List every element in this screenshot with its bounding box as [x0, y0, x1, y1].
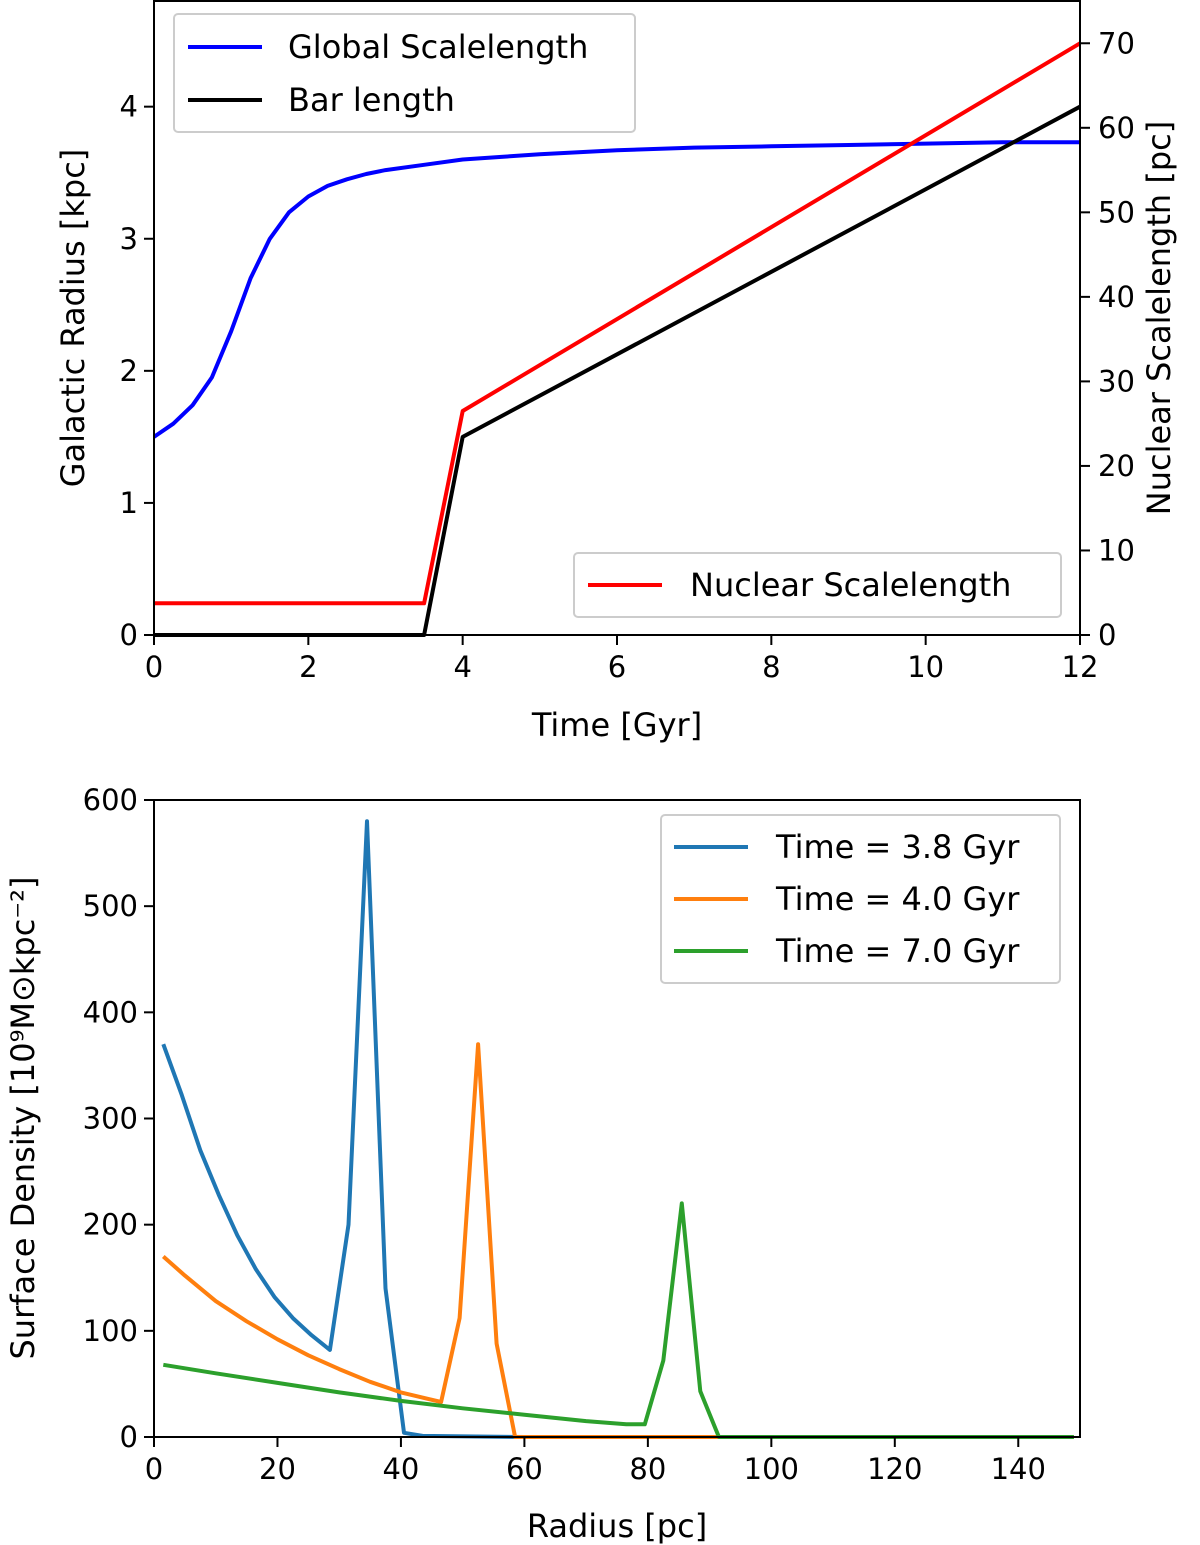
chart-top-legend-left: Global Scalelength Bar length [173, 13, 636, 133]
chart-top-x-axis-label: Time [Gyr] [531, 706, 702, 744]
x-tick-label: 0 [145, 1452, 163, 1486]
x-tick-label: 12 [1062, 650, 1099, 684]
y-tick-label: 500 [83, 889, 138, 923]
x-tick-label: 20 [259, 1452, 296, 1486]
legend-label-time-4-0: Time = 4.0 Gyr [775, 880, 1020, 918]
legend-label-time-3-8: Time = 3.8 Gyr [775, 828, 1020, 866]
chart-bottom-y-ticks: 0 100 200 300 400 500 600 [83, 783, 154, 1454]
y-tick-label: 200 [83, 1208, 138, 1242]
y2-tick-label: 60 [1098, 111, 1135, 145]
chart-bottom-x-axis-label: Radius [pc] [527, 1507, 707, 1545]
x-tick-label: 60 [506, 1452, 543, 1486]
x-tick-label: 10 [907, 650, 944, 684]
chart-bottom-x-ticks: 0 20 40 60 80 100 120 140 [145, 1437, 1046, 1486]
chart-top-y-axis-label: Galactic Radius [kpc] [54, 149, 92, 488]
legend-label-global-scalelength: Global Scalelength [288, 28, 588, 66]
x-tick-label: 120 [867, 1452, 922, 1486]
legend-label-nuclear-scalelength: Nuclear Scalelength [690, 566, 1011, 604]
y-tick-label: 400 [83, 995, 138, 1029]
x-tick-label: 6 [608, 650, 626, 684]
legend-label-time-7-0: Time = 7.0 Gyr [775, 932, 1020, 970]
y-tick-label: 300 [83, 1102, 138, 1136]
x-tick-label: 100 [744, 1452, 799, 1486]
y2-tick-label: 40 [1098, 280, 1135, 314]
chart-top-x-ticks: 0 2 4 6 8 10 12 [145, 635, 1099, 684]
legend-label-bar-length: Bar length [288, 81, 455, 119]
y2-tick-label: 0 [1098, 618, 1116, 652]
chart-bottom-y-axis-label: Surface Density [10⁹M⊙kpc⁻²] [4, 877, 42, 1360]
y-tick-label: 600 [83, 783, 138, 817]
chart-bottom-legend: Time = 3.8 Gyr Time = 4.0 Gyr Time = 7.0… [660, 814, 1061, 984]
x-tick-label: 2 [299, 650, 317, 684]
series-line-time-7-0-gyr [162, 1201, 1074, 1439]
x-tick-label: 40 [382, 1452, 419, 1486]
x-tick-label: 0 [145, 650, 163, 684]
x-tick-label: 140 [991, 1452, 1046, 1486]
series-line-time-4-0-gyr [161, 1042, 1074, 1439]
y-tick-label: 4 [120, 90, 138, 124]
y-tick-label: 0 [120, 618, 138, 652]
series-line-nuclear-scalelength [154, 41, 1082, 606]
x-tick-label: 80 [629, 1452, 666, 1486]
legend-frame [573, 552, 1062, 618]
y2-tick-label: 10 [1098, 533, 1135, 567]
y2-tick-label: 20 [1098, 449, 1135, 483]
chart-top-y2-axis-label: Nuclear Scalelength [pc] [1140, 121, 1178, 515]
chart-top-legend-right: Nuclear Scalelength [573, 552, 1062, 618]
legend-frame [173, 13, 636, 133]
y-tick-label: 2 [120, 354, 138, 388]
x-tick-label: 4 [453, 650, 471, 684]
y-tick-label: 0 [120, 1420, 138, 1454]
y-tick-label: 100 [83, 1314, 138, 1348]
series-line-global-scalelength [152, 140, 1080, 439]
chart-bottom: 0 20 40 60 80 100 120 140 0 100 200 300 400 500 600 R… [4, 783, 1081, 1545]
y2-tick-label: 70 [1098, 26, 1135, 60]
y-tick-label: 3 [120, 222, 138, 256]
y2-tick-label: 30 [1098, 364, 1135, 398]
legend-frame [660, 814, 1061, 984]
chart-top-y2-ticks: 0 10 20 30 40 50 60 70 [1080, 26, 1135, 652]
y-tick-label: 1 [120, 486, 138, 520]
x-tick-label: 8 [762, 650, 780, 684]
chart-top-y-ticks: 0 1 2 3 4 [120, 90, 154, 652]
y2-tick-label: 50 [1098, 195, 1135, 229]
